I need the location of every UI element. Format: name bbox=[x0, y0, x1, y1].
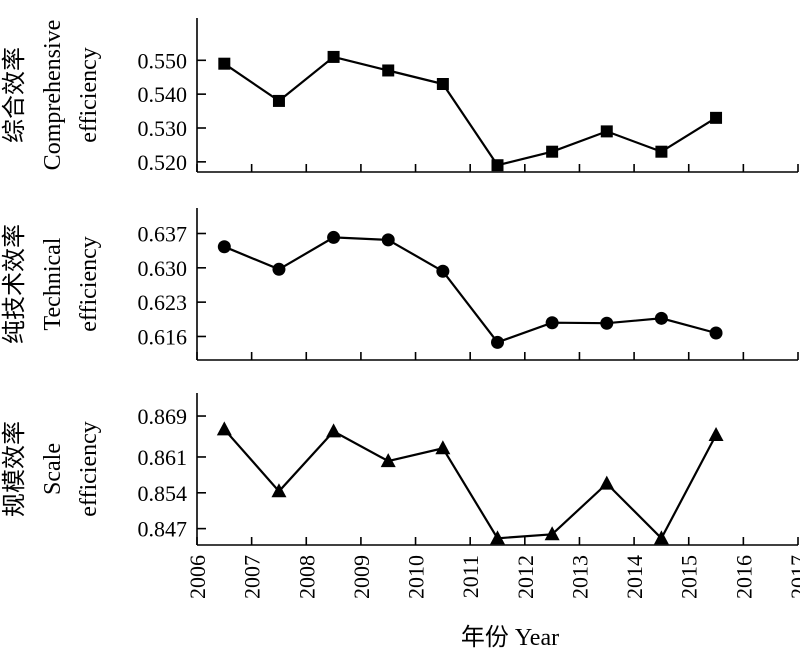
y-tick-label: 0.623 bbox=[138, 290, 188, 315]
data-point-triangle bbox=[599, 475, 615, 490]
y-tick-label: 0.530 bbox=[138, 116, 188, 141]
data-point-square bbox=[600, 125, 613, 138]
y-tick-label: 0.854 bbox=[138, 481, 188, 506]
data-point-square bbox=[546, 145, 559, 158]
data-point-square bbox=[436, 78, 449, 90]
data-point-square bbox=[272, 94, 285, 107]
data-point-triangle bbox=[380, 453, 396, 468]
data-point-triangle bbox=[490, 530, 505, 545]
x-tick-label: 2007 bbox=[240, 555, 265, 599]
data-point-triangle bbox=[708, 426, 724, 441]
data-point-square bbox=[710, 111, 723, 124]
series-line bbox=[223, 55, 717, 167]
data-point-circle bbox=[600, 316, 614, 330]
x-axis-label: 年份 Year bbox=[461, 624, 559, 651]
x-tick-label: 2017 bbox=[786, 555, 800, 599]
x-tick-label: 2006 bbox=[185, 555, 210, 599]
x-tick-label: 2014 bbox=[622, 555, 647, 599]
y-axis-label-line: Scale bbox=[40, 443, 66, 495]
y-tick-label: 0.637 bbox=[138, 221, 188, 246]
x-tick-label: 2009 bbox=[349, 555, 374, 599]
series-line bbox=[223, 428, 717, 541]
y-tick-label: 0.520 bbox=[138, 150, 188, 175]
data-point-circle bbox=[491, 335, 504, 349]
panel-technical: 0.637 0.630 0.623 0.616 纯技术效率 Technical effici… bbox=[1, 208, 799, 361]
y-tick-label: 0.869 bbox=[138, 404, 188, 429]
data-point-circle bbox=[327, 230, 341, 244]
data-point-circle bbox=[381, 233, 395, 247]
x-tick-label: 2013 bbox=[567, 555, 592, 599]
y-tick-label: 0.550 bbox=[138, 48, 188, 73]
data-point-triangle bbox=[216, 421, 232, 436]
y-axis-label-line: 综合效率 bbox=[1, 47, 28, 143]
y-tick-label: 0.847 bbox=[138, 517, 188, 542]
x-tick-label: 2011 bbox=[458, 555, 483, 598]
y-axis-label-line: Technical bbox=[40, 237, 66, 330]
data-point-triangle bbox=[326, 423, 342, 438]
x-tick-label: 2016 bbox=[731, 555, 756, 599]
x-tick-label: 2015 bbox=[677, 555, 702, 599]
y-tick-label: 0.540 bbox=[138, 82, 188, 107]
data-point-circle bbox=[709, 326, 723, 340]
y-axis-label-line: 纯技术效率 bbox=[1, 224, 28, 344]
data-point-triangle bbox=[435, 440, 451, 455]
data-point-circle bbox=[272, 262, 286, 276]
panel-scale: 0.869 0.861 0.854 0.847 规模效率 Scale efficiency bbox=[1, 393, 799, 546]
series-line bbox=[223, 236, 717, 344]
x-tick-label: 2012 bbox=[513, 555, 538, 599]
y-axis-label-line: efficiency bbox=[76, 236, 102, 332]
data-point-circle bbox=[217, 240, 231, 254]
data-point-square bbox=[327, 50, 340, 63]
y-axis-label-line: Comprehensive bbox=[40, 20, 66, 171]
y-tick-label: 0.861 bbox=[138, 445, 188, 470]
data-point-square bbox=[491, 159, 504, 172]
panel-comprehensive: 0.550 0.540 0.530 0.520 综合效率 Comprehensive eff… bbox=[1, 18, 799, 175]
data-point-triangle bbox=[271, 483, 287, 498]
y-tick-label: 0.616 bbox=[138, 324, 188, 349]
y-axis-label-line: 规模效率 bbox=[1, 421, 28, 517]
data-point-circle bbox=[436, 264, 450, 278]
x-tick-label: 2010 bbox=[404, 555, 429, 599]
x-tick-label: 2008 bbox=[294, 555, 319, 599]
data-point-triangle bbox=[653, 530, 669, 545]
data-point-square bbox=[655, 145, 668, 158]
data-point-square bbox=[218, 57, 231, 70]
data-point-square bbox=[382, 64, 395, 77]
data-point-circle bbox=[545, 316, 559, 330]
y-tick-label: 0.630 bbox=[138, 256, 188, 281]
data-point-circle bbox=[654, 311, 668, 325]
data-point-triangle bbox=[544, 526, 560, 541]
y-axis-label-line: efficiency bbox=[76, 421, 102, 517]
y-axis-label-line: efficiency bbox=[76, 47, 102, 143]
